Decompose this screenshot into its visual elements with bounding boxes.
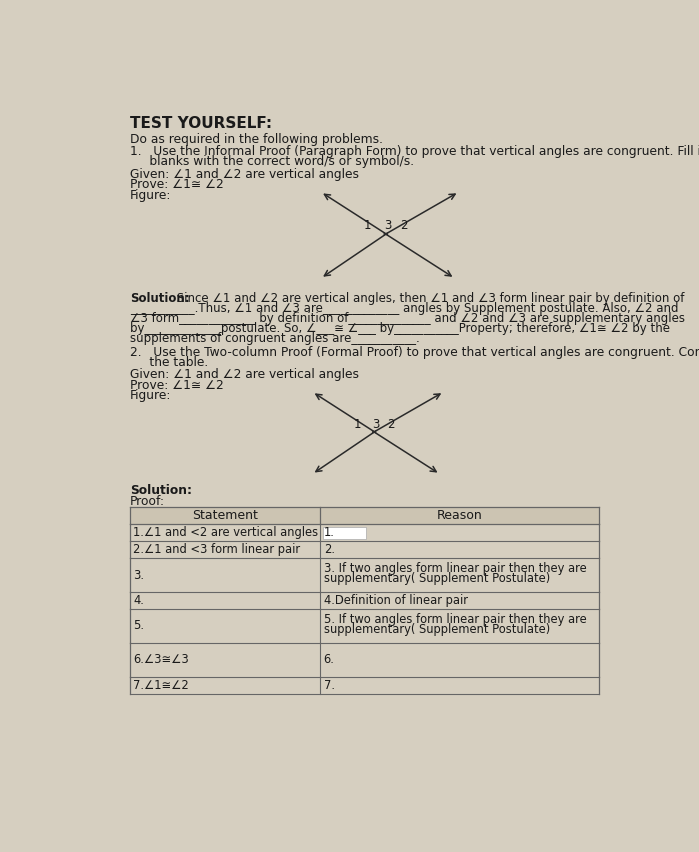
Text: 3: 3 xyxy=(372,417,380,430)
Text: 2: 2 xyxy=(387,417,395,430)
Text: the table.: the table. xyxy=(130,355,208,369)
Text: 1.∠1 and <2 are vertical angles: 1.∠1 and <2 are vertical angles xyxy=(133,527,318,539)
Text: 3. If two angles form linear pair then they are: 3. If two angles form linear pair then t… xyxy=(324,562,586,575)
Bar xyxy=(130,541,599,558)
Text: 1: 1 xyxy=(364,219,372,233)
Text: Solution:: Solution: xyxy=(130,484,192,498)
Text: ∠3 form_____________ by definition of______________ and ∠2 and ∠3 are supplement: ∠3 form_____________ by definition of___… xyxy=(130,312,685,325)
Text: Figure:: Figure: xyxy=(130,189,171,202)
Text: Given: ∠1 and ∠2 are vertical angles: Given: ∠1 and ∠2 are vertical angles xyxy=(130,168,359,181)
Text: Given: ∠1 and ∠2 are vertical angles: Given: ∠1 and ∠2 are vertical angles xyxy=(130,368,359,381)
Text: 6.∠3≅∠3: 6.∠3≅∠3 xyxy=(133,653,189,666)
Text: Since ∠1 and ∠2 are vertical angles, then ∠1 and ∠3 form linear pair by definiti: Since ∠1 and ∠2 are vertical angles, the… xyxy=(173,291,685,305)
Text: Proof:: Proof: xyxy=(130,495,165,508)
Text: 6.: 6. xyxy=(324,653,335,666)
Text: 2.∠1 and <3 form linear pair: 2.∠1 and <3 form linear pair xyxy=(133,543,301,556)
Text: 5. If two angles form linear pair then they are: 5. If two angles form linear pair then t… xyxy=(324,613,586,625)
Text: Prove: ∠1≅ ∠2: Prove: ∠1≅ ∠2 xyxy=(130,178,224,192)
Text: ___________.Thus, ∠1 and ∠3 are_____________ angles by Supplement postulate. Als: ___________.Thus, ∠1 and ∠3 are_________… xyxy=(130,302,679,314)
Text: 5.: 5. xyxy=(133,619,144,632)
Text: 2.   Use the Two-column Proof (Formal Proof) to prove that vertical angles are c: 2. Use the Two-column Proof (Formal Proo… xyxy=(130,346,699,359)
Text: Reason: Reason xyxy=(436,509,482,522)
Text: 2: 2 xyxy=(400,219,408,233)
Bar xyxy=(323,527,366,538)
Text: 1.   Use the Informal Proof (Paragraph Form) to prove that vertical angles are c: 1. Use the Informal Proof (Paragraph For… xyxy=(130,146,699,158)
Bar xyxy=(130,507,599,524)
Text: Figure:: Figure: xyxy=(130,389,171,402)
Text: 3: 3 xyxy=(384,219,391,233)
Bar xyxy=(130,676,599,694)
Text: 4.: 4. xyxy=(133,594,144,607)
Text: Solution:: Solution: xyxy=(130,291,189,305)
Text: 1: 1 xyxy=(353,417,361,430)
Text: Statement: Statement xyxy=(192,509,258,522)
Text: 4.Definition of linear pair: 4.Definition of linear pair xyxy=(324,594,468,607)
Text: Do as required in the following problems.: Do as required in the following problems… xyxy=(130,133,383,146)
Text: 1.: 1. xyxy=(324,527,335,539)
Text: by_____________postulate. So, ∠___≅ ∠___ by___________Property; therefore, ∠1≅ ∠: by_____________postulate. So, ∠___≅ ∠___… xyxy=(130,322,670,335)
Text: 7.: 7. xyxy=(324,679,335,692)
Text: TEST YOURSELF:: TEST YOURSELF: xyxy=(130,116,272,131)
Text: supplementary( Supplement Postulate): supplementary( Supplement Postulate) xyxy=(324,623,550,636)
Text: 7.∠1≅∠2: 7.∠1≅∠2 xyxy=(133,679,189,692)
Bar xyxy=(130,558,599,592)
Text: supplements of congruent angles are___________.: supplements of congruent angles are_____… xyxy=(130,331,420,345)
Text: 3.: 3. xyxy=(133,568,144,582)
Text: 2.: 2. xyxy=(324,543,335,556)
Bar xyxy=(130,642,599,676)
Text: Prove: ∠1≅ ∠2: Prove: ∠1≅ ∠2 xyxy=(130,378,224,392)
Bar xyxy=(130,609,599,642)
Bar xyxy=(130,592,599,609)
Bar xyxy=(130,524,599,541)
Text: blanks with the correct word/s or symbol/s.: blanks with the correct word/s or symbol… xyxy=(130,155,414,169)
Text: supplementary( Supplement Postulate): supplementary( Supplement Postulate) xyxy=(324,572,550,585)
